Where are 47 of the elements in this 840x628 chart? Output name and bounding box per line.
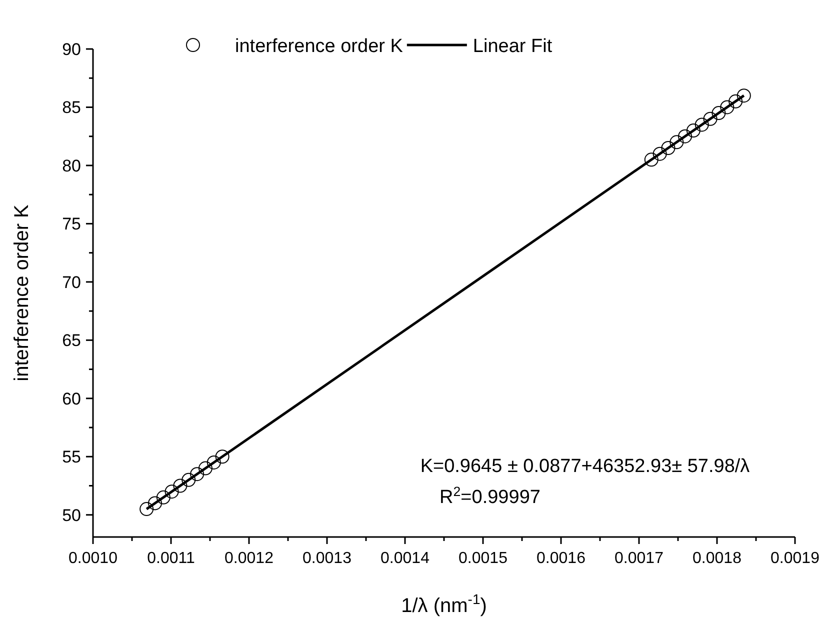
point <box>190 467 204 482</box>
x-tick-label: 0.0014 <box>380 550 430 567</box>
x-tick-label: 0.0019 <box>770 550 820 567</box>
point <box>686 124 700 138</box>
y-tick-label: 75 <box>62 214 81 234</box>
point <box>164 484 179 499</box>
point <box>712 106 726 120</box>
y-tick-label: 85 <box>62 98 81 118</box>
y-tick-label: 70 <box>62 272 81 292</box>
point <box>728 94 743 108</box>
y-tick-label: 55 <box>62 448 81 467</box>
point <box>182 472 196 487</box>
y-tick-label: 80 <box>62 156 81 176</box>
y-tick-label: 90 <box>62 40 81 59</box>
point <box>148 496 162 510</box>
x-axis-title: 1/λ (nm$^{-1}$) <box>401 591 487 617</box>
point <box>156 490 170 504</box>
point <box>206 455 221 470</box>
point <box>678 129 692 144</box>
x-tick-label: 0.0018 <box>692 550 742 567</box>
y-tick-label: 65 <box>62 331 81 350</box>
x-tick-label: 0.0016 <box>536 550 586 567</box>
point <box>720 100 734 114</box>
point <box>694 118 709 132</box>
point <box>198 461 212 476</box>
point <box>736 88 751 103</box>
legend-label: interference order K <box>235 36 404 57</box>
x-tick-label: 0.0017 <box>614 550 664 567</box>
y-axis-title: interference order K <box>11 204 33 382</box>
point <box>703 112 718 126</box>
x-tick-label: 0.0015 <box>458 550 508 567</box>
legend-label: Linear Fit <box>472 36 553 57</box>
point <box>140 502 154 516</box>
point <box>661 141 676 155</box>
x-tick-label: 0.0010 <box>68 550 118 567</box>
point <box>652 146 667 161</box>
annotation: K=0.9645 ± 0.0877+46352.93± 57.98/λ <box>420 456 750 477</box>
annotation: R$^{2}$=0.99997 <box>440 484 540 508</box>
x-tick-label: 0.0011 <box>147 550 195 567</box>
point <box>173 478 188 493</box>
y-tick-label: 50 <box>62 506 81 525</box>
x-tick-label: 0.0012 <box>224 550 274 567</box>
x-tick-label: 0.0013 <box>302 550 352 567</box>
point <box>215 450 230 464</box>
point <box>644 152 658 167</box>
y-tick-label: 60 <box>62 389 81 408</box>
point <box>670 135 684 150</box>
